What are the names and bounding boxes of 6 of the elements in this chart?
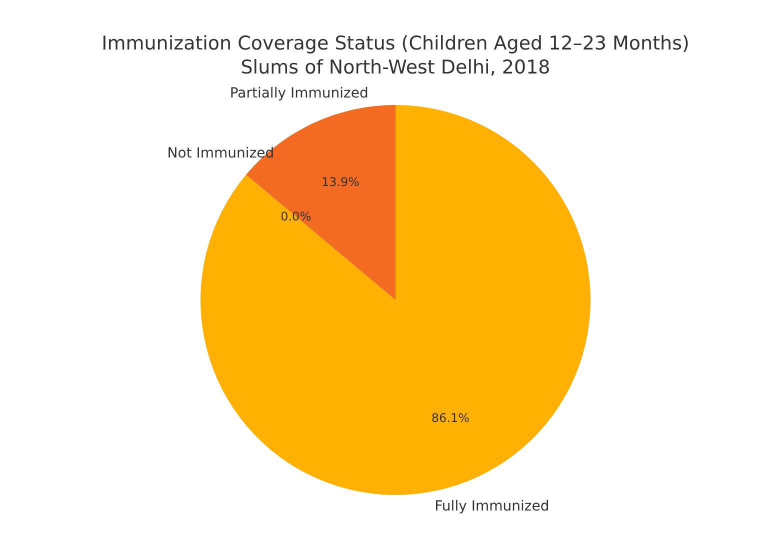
slice-label: Fully Immunized bbox=[434, 498, 550, 515]
chart-title: Immunization Coverage Status (Children Aged 12–23 Months) Slums of North-West Delhi, 2018 bbox=[102, 32, 690, 78]
data-label: 13.9% bbox=[321, 175, 360, 190]
slice-label: Partially Immunized bbox=[230, 85, 368, 102]
text: 0.0% bbox=[280, 210, 312, 224]
data-label: 86.1% bbox=[431, 410, 470, 425]
